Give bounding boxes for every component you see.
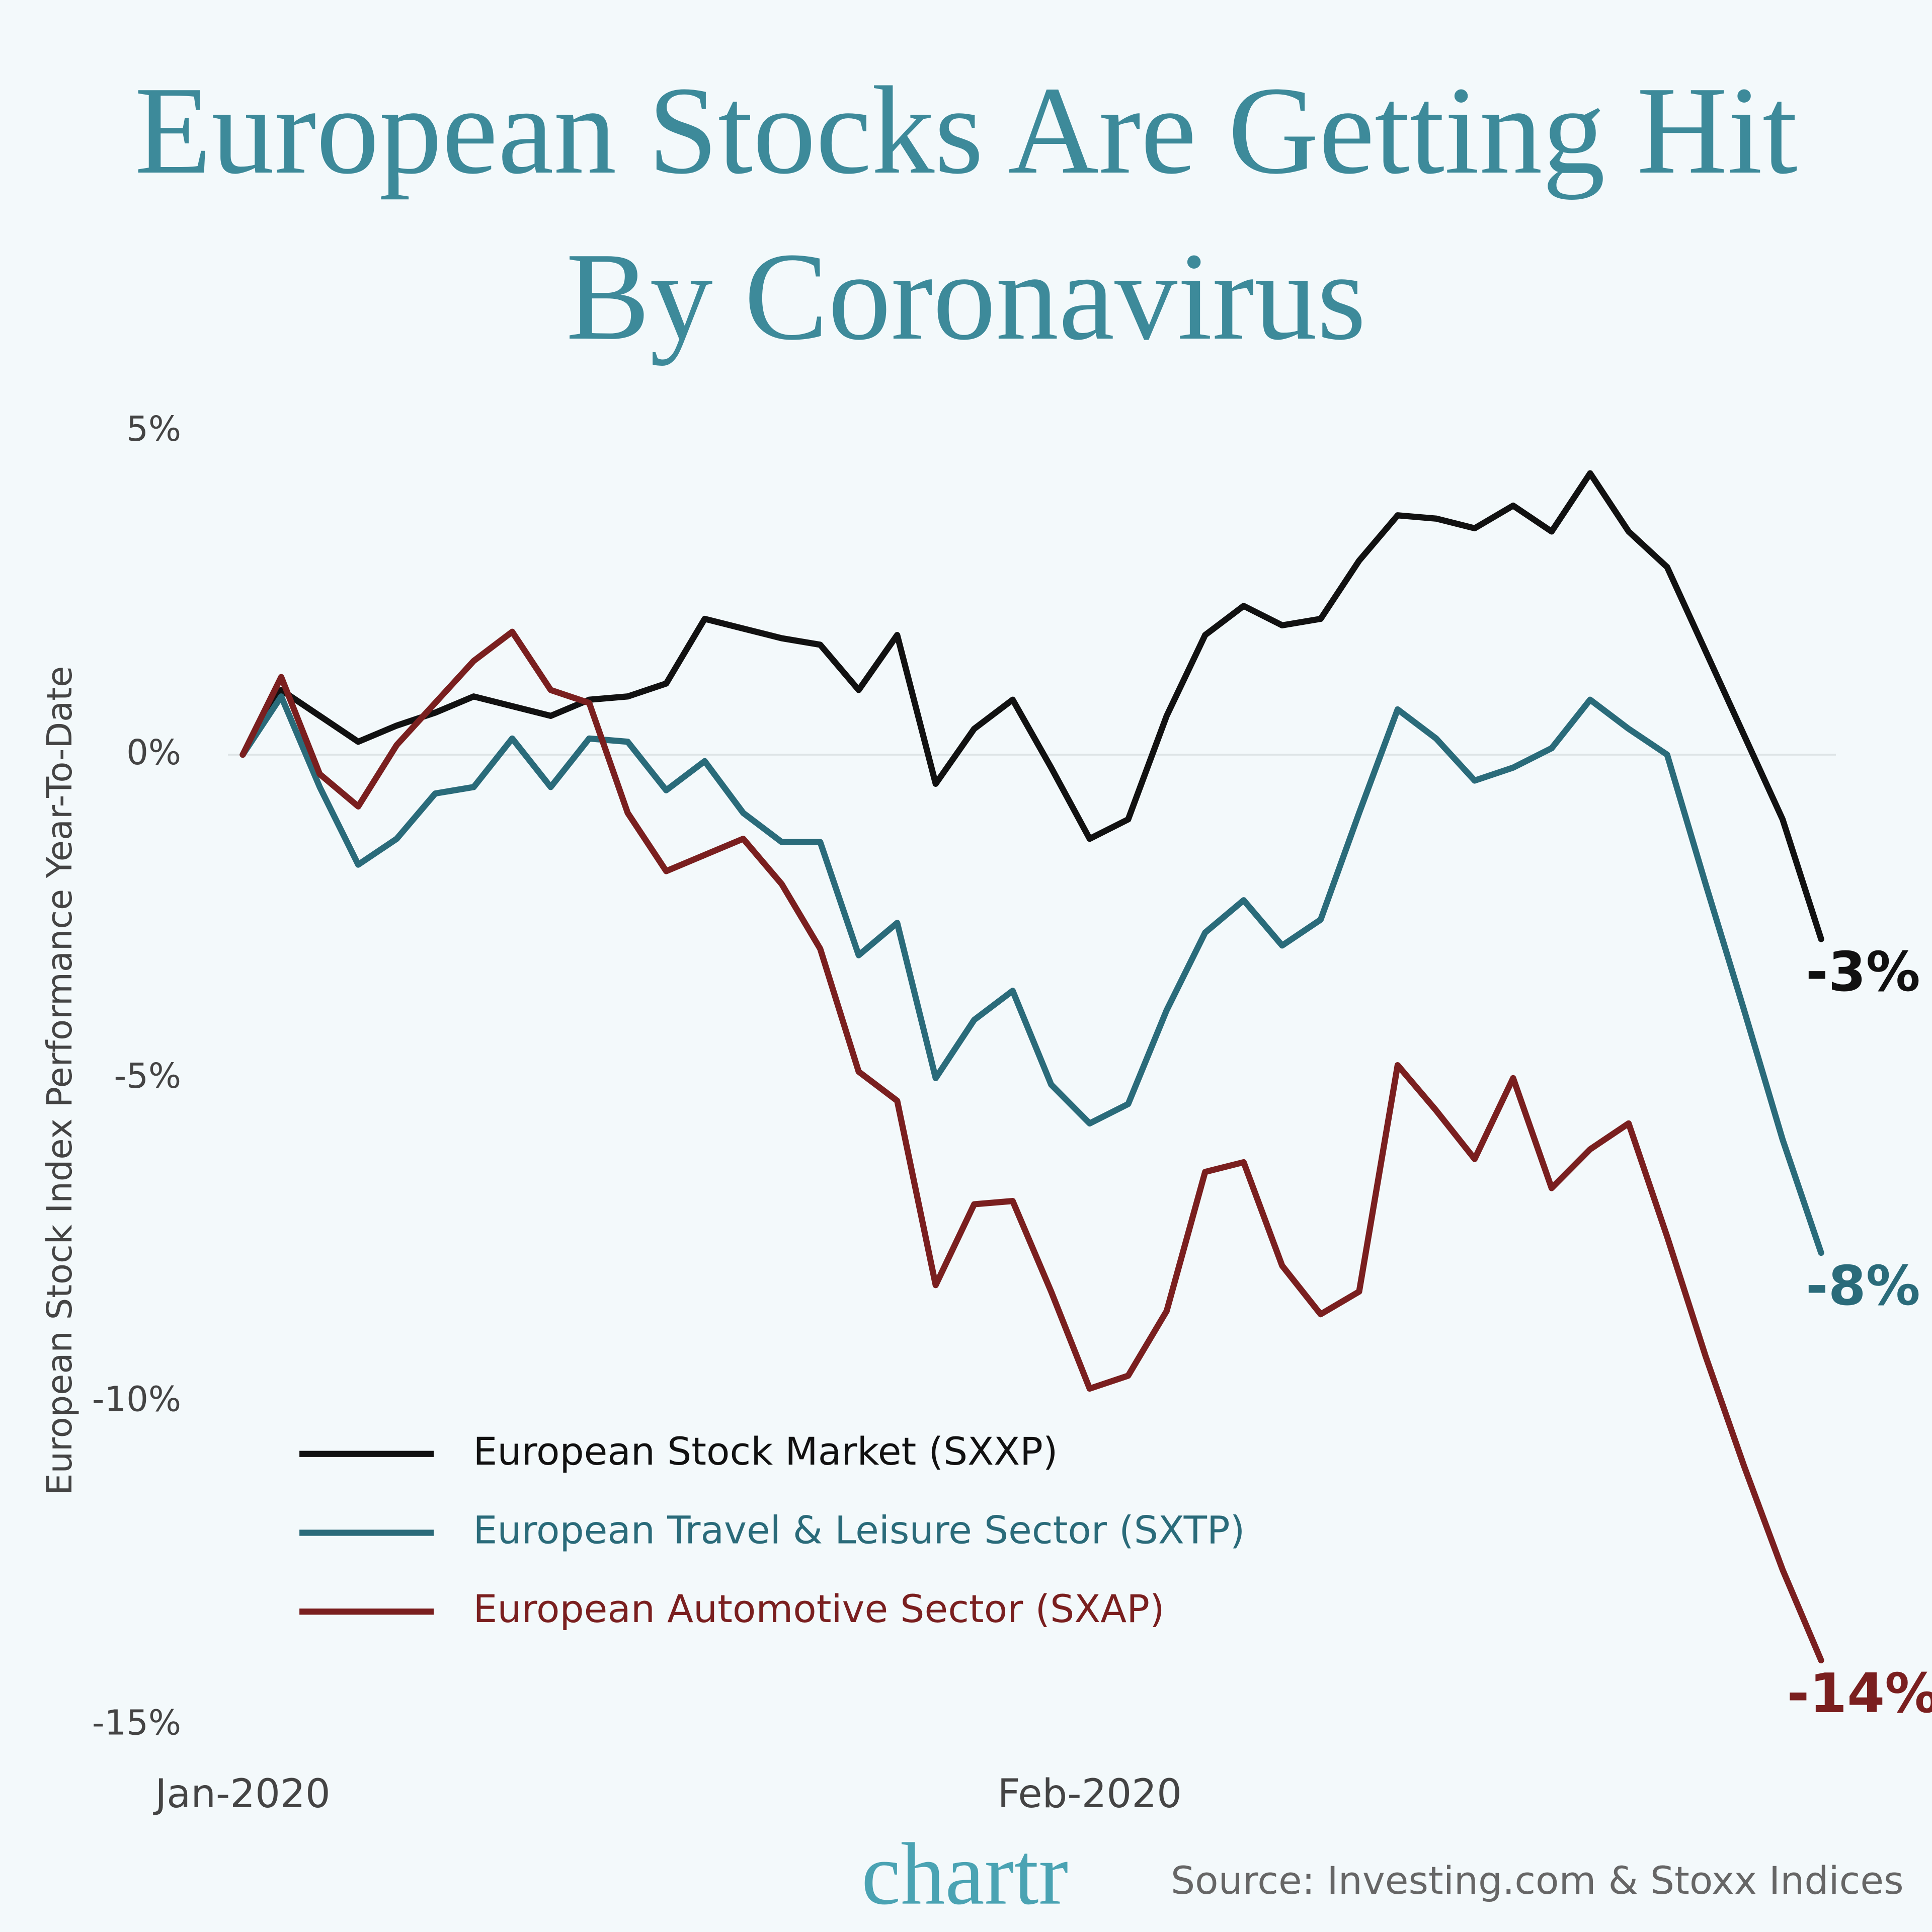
source: Source: Investing.com & Stoxx Indices [1171, 1859, 1904, 1903]
end-label: -14% [1787, 1662, 1932, 1725]
end-label: -8% [1806, 1255, 1920, 1318]
x-tick-label: Feb-2020 [998, 1771, 1182, 1817]
legend-label: European Stock Market (SXXP) [473, 1429, 1058, 1474]
end-label: -3% [1806, 941, 1920, 1004]
series-line [239, 693, 1824, 1256]
series-line [239, 470, 1824, 942]
y-tick-label: -5% [114, 1056, 181, 1096]
y-tick-label: 5% [126, 409, 181, 449]
legend-label: European Travel & Leisure Sector (SXTP) [473, 1508, 1245, 1553]
chart-title: European Stocks Are Getting Hit By Coron… [134, 61, 1798, 366]
x-tick-label: Jan-2020 [152, 1771, 331, 1817]
brand: chartr [861, 1825, 1068, 1923]
series-line [239, 628, 1824, 1664]
y-axis-label: European Stock Index Performance Year-To… [40, 666, 80, 1495]
y-tick-label: -10% [92, 1380, 181, 1420]
legend-label: European Automotive Sector (SXAP) [473, 1587, 1164, 1631]
y-tick-label: 0% [126, 733, 181, 773]
y-tick-label: -15% [92, 1703, 181, 1743]
